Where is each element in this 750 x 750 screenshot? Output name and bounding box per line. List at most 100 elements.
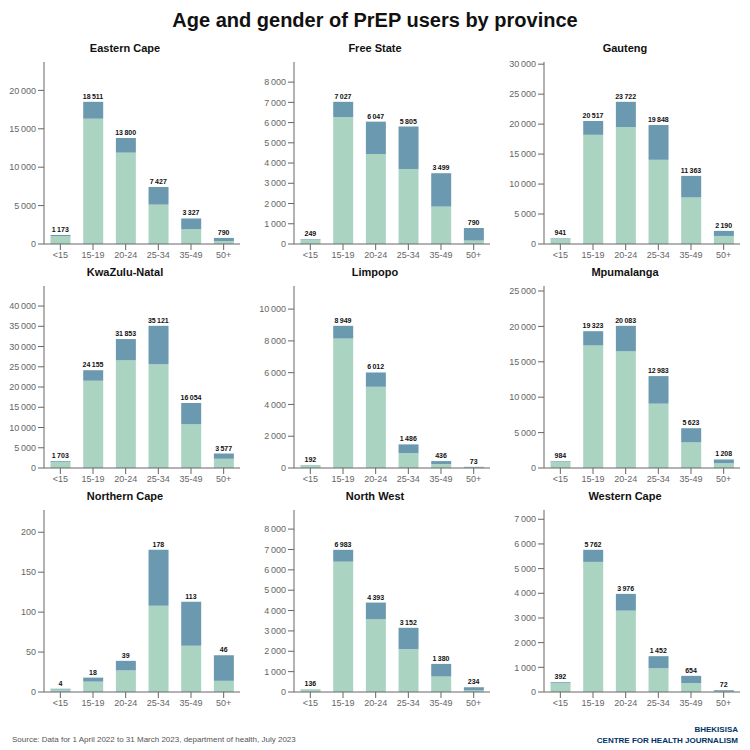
- svg-text:15-19: 15-19: [581, 698, 604, 708]
- svg-text:35-49: 35-49: [429, 698, 452, 708]
- svg-text:5 000: 5 000: [514, 209, 536, 219]
- svg-text:2 000: 2 000: [514, 638, 536, 648]
- svg-text:0: 0: [31, 687, 36, 697]
- svg-text:3 152: 3 152: [400, 619, 417, 626]
- svg-text:10 000: 10 000: [509, 179, 536, 189]
- svg-text:5 000: 5 000: [514, 428, 536, 438]
- svg-text:3 327: 3 327: [183, 209, 200, 216]
- svg-text:35-49: 35-49: [179, 698, 202, 708]
- svg-text:6 000: 6 000: [514, 539, 536, 549]
- svg-text:7 000: 7 000: [264, 98, 286, 108]
- svg-text:35 121: 35 121: [148, 317, 169, 324]
- svg-text:5 805: 5 805: [400, 118, 417, 125]
- svg-text:20 000: 20 000: [9, 382, 36, 392]
- svg-text:5 762: 5 762: [585, 541, 602, 548]
- svg-text:20 000: 20 000: [509, 322, 536, 332]
- svg-text:20-24: 20-24: [364, 698, 387, 708]
- svg-text:1 000: 1 000: [264, 219, 286, 229]
- svg-text:15-19: 15-19: [81, 474, 104, 484]
- svg-text:7 427: 7 427: [150, 178, 167, 185]
- svg-text:35-49: 35-49: [679, 698, 702, 708]
- svg-text:15-19: 15-19: [581, 474, 604, 484]
- svg-text:984: 984: [554, 452, 566, 459]
- svg-text:<15: <15: [553, 250, 568, 260]
- svg-text:20-24: 20-24: [364, 474, 387, 484]
- svg-text:25-34: 25-34: [147, 250, 170, 260]
- svg-text:72: 72: [720, 681, 728, 688]
- svg-text:10 000: 10 000: [9, 423, 36, 433]
- svg-text:5 623: 5 623: [683, 419, 700, 426]
- svg-text:2 000: 2 000: [264, 431, 286, 441]
- svg-text:35 000: 35 000: [9, 321, 36, 331]
- svg-text:15-19: 15-19: [331, 474, 354, 484]
- svg-text:15 000: 15 000: [509, 149, 536, 159]
- svg-text:8 000: 8 000: [264, 77, 286, 87]
- svg-text:4 000: 4 000: [264, 606, 286, 616]
- svg-text:10 000: 10 000: [259, 304, 286, 314]
- svg-text:20 000: 20 000: [509, 119, 536, 129]
- svg-text:40 000: 40 000: [9, 301, 36, 311]
- svg-text:73: 73: [470, 458, 478, 465]
- svg-text:25-34: 25-34: [147, 474, 170, 484]
- svg-text:3 000: 3 000: [264, 178, 286, 188]
- svg-text:1 173: 1 173: [52, 226, 69, 233]
- svg-text:35-49: 35-49: [429, 474, 452, 484]
- svg-text:25-34: 25-34: [397, 698, 420, 708]
- svg-text:1 380: 1 380: [433, 655, 450, 662]
- svg-text:3 000: 3 000: [264, 626, 286, 636]
- svg-text:1 000: 1 000: [264, 667, 286, 677]
- svg-text:35-49: 35-49: [429, 250, 452, 260]
- svg-text:30 000: 30 000: [509, 59, 536, 69]
- svg-text:<15: <15: [553, 698, 568, 708]
- svg-text:790: 790: [468, 219, 480, 226]
- svg-text:8 000: 8 000: [264, 524, 286, 534]
- svg-text:6 047: 6 047: [367, 113, 384, 120]
- svg-text:6 000: 6 000: [264, 118, 286, 128]
- svg-text:11 363: 11 363: [681, 167, 702, 174]
- svg-text:0: 0: [531, 239, 536, 249]
- svg-text:15 000: 15 000: [9, 402, 36, 412]
- svg-text:20-24: 20-24: [114, 250, 137, 260]
- svg-text:5 000: 5 000: [264, 585, 286, 595]
- svg-text:20-24: 20-24: [364, 250, 387, 260]
- svg-text:0: 0: [281, 239, 286, 249]
- svg-text:18: 18: [89, 669, 97, 676]
- svg-text:19 323: 19 323: [583, 322, 604, 329]
- svg-text:7 027: 7 027: [335, 93, 352, 100]
- svg-text:20-24: 20-24: [614, 250, 637, 260]
- svg-text:35-49: 35-49: [179, 250, 202, 260]
- svg-text:4 000: 4 000: [264, 400, 286, 410]
- svg-text:10 000: 10 000: [9, 162, 36, 172]
- svg-text:790: 790: [218, 229, 230, 236]
- svg-text:200: 200: [21, 527, 36, 537]
- svg-text:50+: 50+: [716, 698, 731, 708]
- svg-text:113: 113: [185, 593, 196, 600]
- svg-text:136: 136: [304, 680, 316, 687]
- svg-text:234: 234: [468, 678, 480, 685]
- svg-text:15-19: 15-19: [81, 698, 104, 708]
- svg-text:1 703: 1 703: [52, 452, 69, 459]
- svg-text:50+: 50+: [466, 474, 481, 484]
- svg-text:13 800: 13 800: [115, 129, 136, 136]
- svg-text:4: 4: [58, 680, 62, 687]
- svg-text:3 499: 3 499: [433, 164, 450, 171]
- svg-text:20-24: 20-24: [114, 474, 137, 484]
- svg-text:2 190: 2 190: [715, 222, 732, 229]
- svg-text:15-19: 15-19: [331, 250, 354, 260]
- svg-text:15-19: 15-19: [331, 698, 354, 708]
- svg-text:20 517: 20 517: [583, 112, 604, 119]
- svg-text:0: 0: [531, 463, 536, 473]
- svg-text:25-34: 25-34: [147, 698, 170, 708]
- svg-text:15-19: 15-19: [581, 250, 604, 260]
- svg-text:150: 150: [21, 567, 36, 577]
- svg-text:5 000: 5 000: [14, 443, 36, 453]
- svg-text:100: 100: [21, 607, 36, 617]
- svg-text:3 976: 3 976: [617, 585, 634, 592]
- svg-text:20-24: 20-24: [614, 698, 637, 708]
- svg-text:<15: <15: [53, 698, 68, 708]
- svg-text:20 000: 20 000: [9, 86, 36, 96]
- svg-text:178: 178: [152, 541, 164, 548]
- svg-text:23 722: 23 722: [615, 93, 636, 100]
- svg-text:0: 0: [531, 687, 536, 697]
- svg-text:10 000: 10 000: [509, 392, 536, 402]
